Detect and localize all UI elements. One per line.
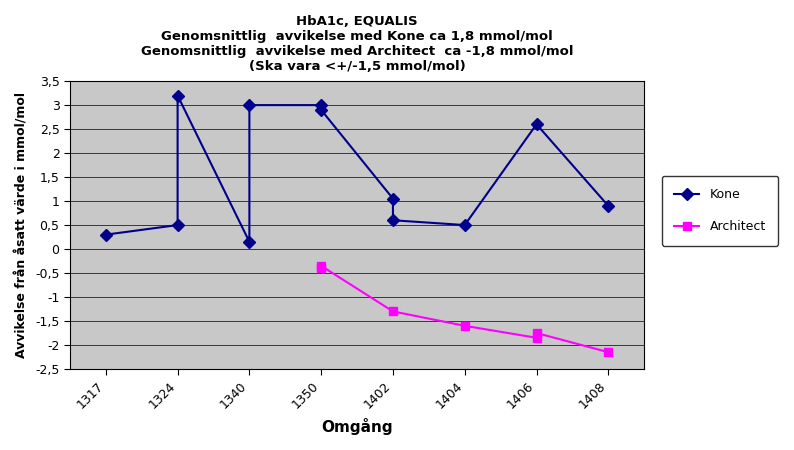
Kone (388, 196, 398, 201)
Kone (245, 239, 254, 244)
Legend: Kone, Architect: Kone, Architect (662, 176, 778, 246)
Kone (316, 103, 326, 108)
Architect (316, 263, 326, 269)
Architect (603, 350, 613, 355)
Architect (532, 330, 542, 336)
Kone (460, 222, 469, 228)
X-axis label: Omgång: Omgång (322, 418, 393, 435)
Kone (245, 103, 254, 108)
Kone (173, 93, 183, 98)
Line: Kone: Kone (102, 91, 612, 246)
Kone (532, 122, 542, 127)
Y-axis label: Avvikelse från åsatt värde i mmol/mol: Avvikelse från åsatt värde i mmol/mol (15, 92, 28, 358)
Architect (532, 335, 542, 341)
Architect (460, 323, 469, 328)
Kone (173, 222, 183, 228)
Architect (388, 309, 398, 314)
Title: HbA1c, EQUALIS
Genomsnittlig  avvikelse med Kone ca 1,8 mmol/mol
Genomsnittlig  : HbA1c, EQUALIS Genomsnittlig avvikelse m… (141, 15, 573, 73)
Architect (316, 266, 326, 271)
Kone (388, 217, 398, 223)
Line: Architect: Architect (317, 261, 612, 356)
Kone (101, 232, 110, 237)
Kone (316, 107, 326, 112)
Kone (603, 203, 613, 208)
